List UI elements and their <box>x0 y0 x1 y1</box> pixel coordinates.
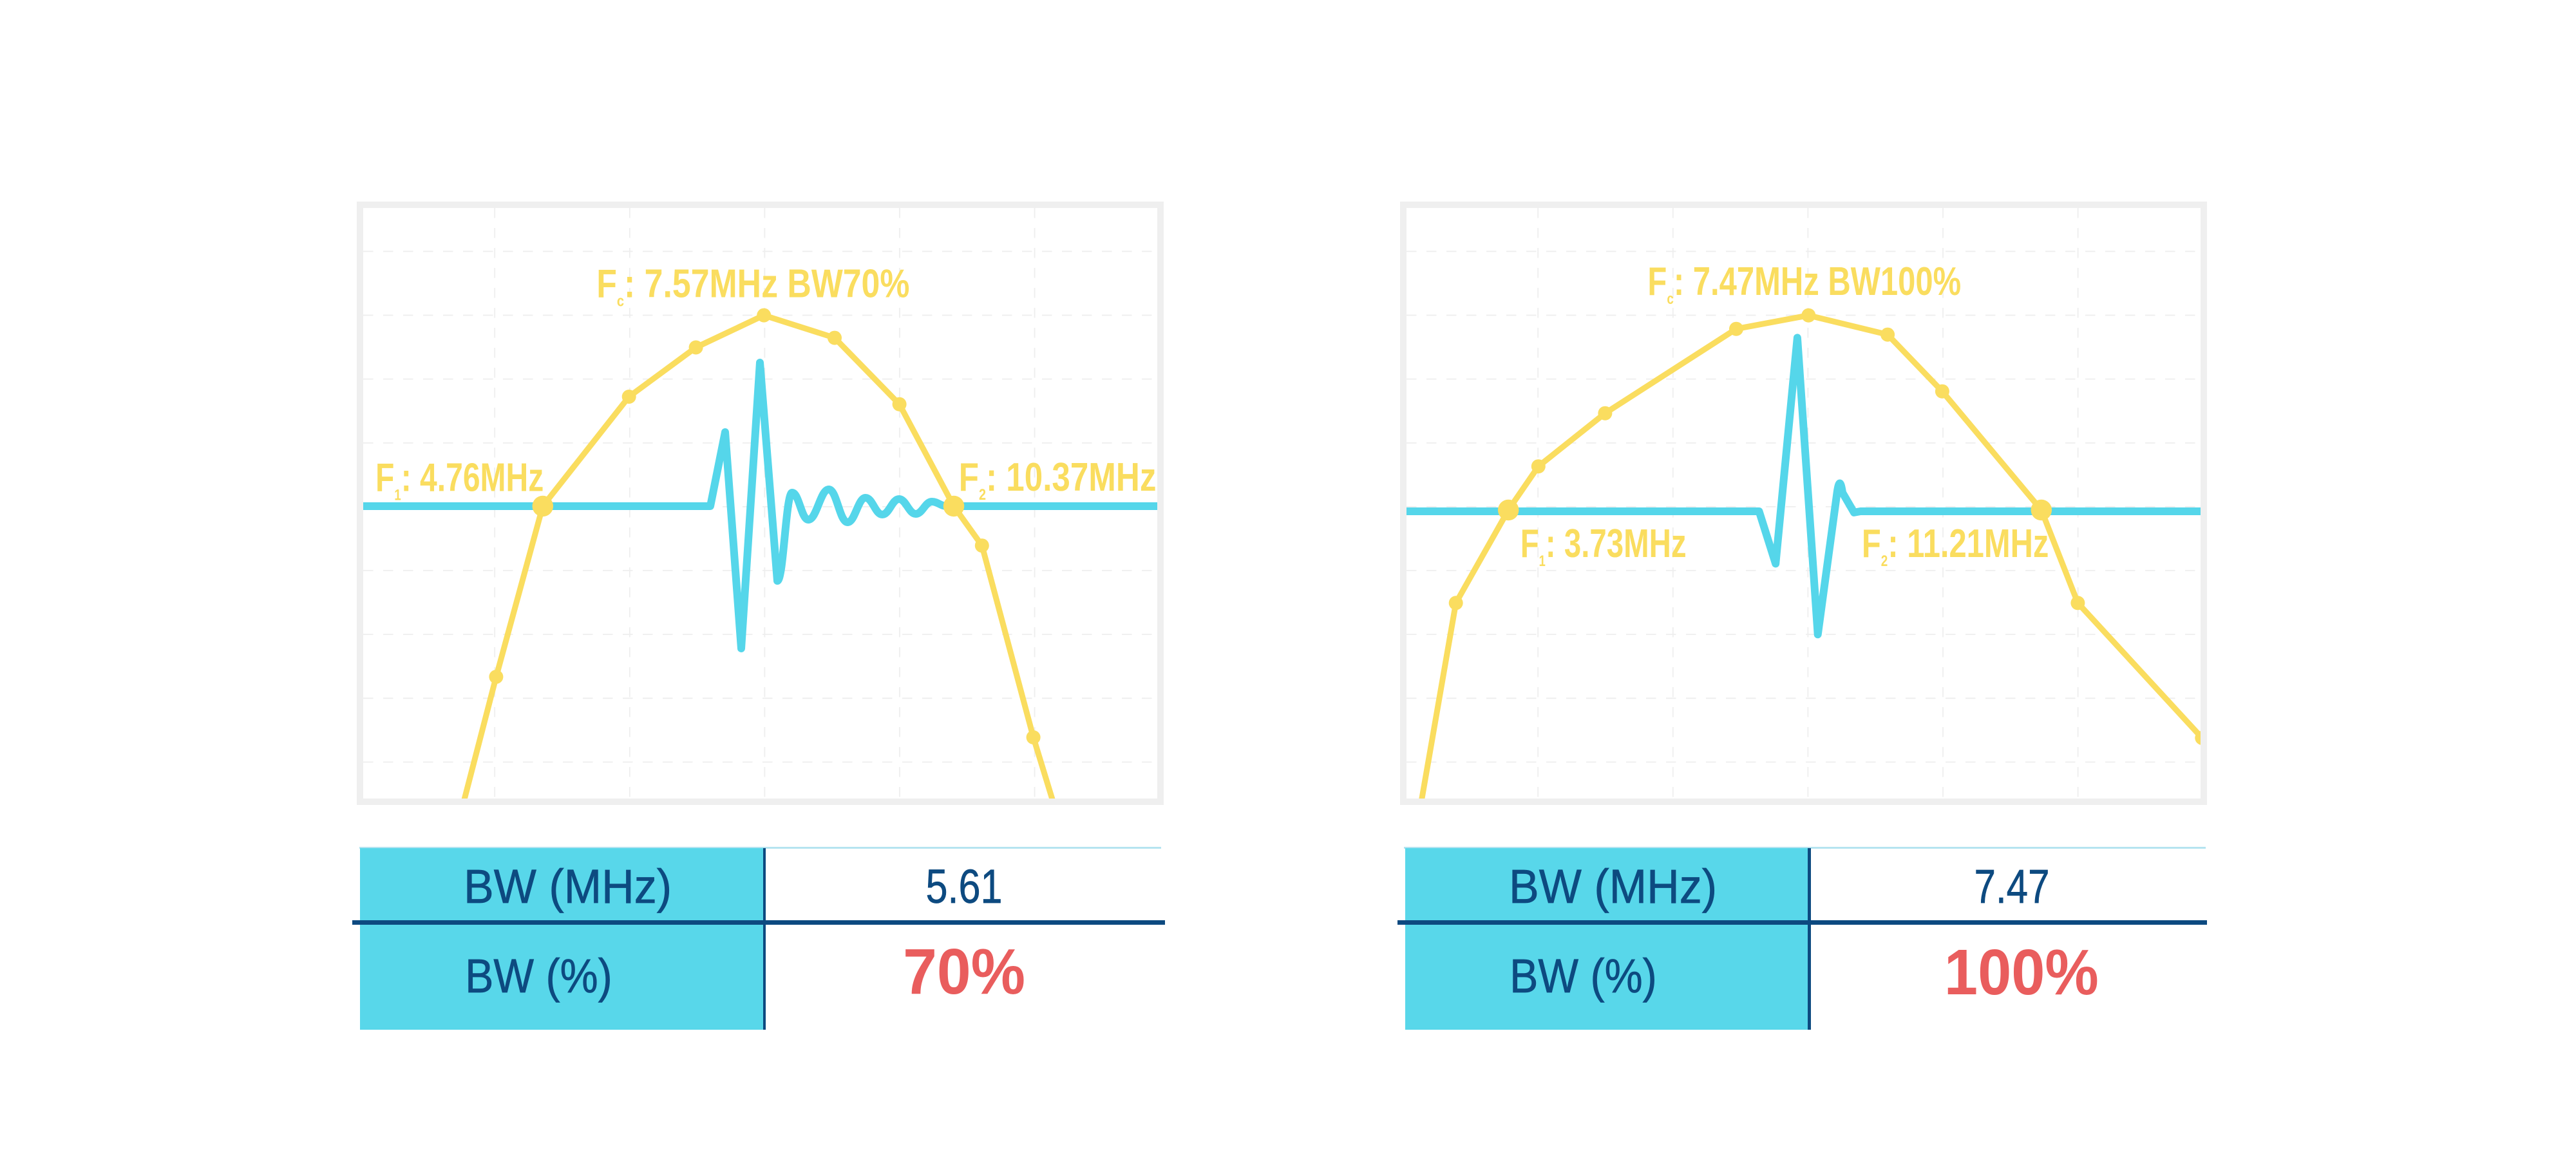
svg-text:F2: 11.21MHz: F2: 11.21MHz <box>1862 520 2049 569</box>
svg-text:Fc: 7.57MHz BW70%: Fc: 7.57MHz BW70% <box>596 261 909 310</box>
svg-text:Fc: 7.47MHz BW100%: Fc: 7.47MHz BW100% <box>1647 258 1961 307</box>
svg-text:F1: 3.73MHz: F1: 3.73MHz <box>1520 521 1687 570</box>
svg-text:F1: 4.76MHz: F1: 4.76MHz <box>375 455 544 504</box>
svg-text:F2: 10.37MHz: F2: 10.37MHz <box>959 455 1157 503</box>
